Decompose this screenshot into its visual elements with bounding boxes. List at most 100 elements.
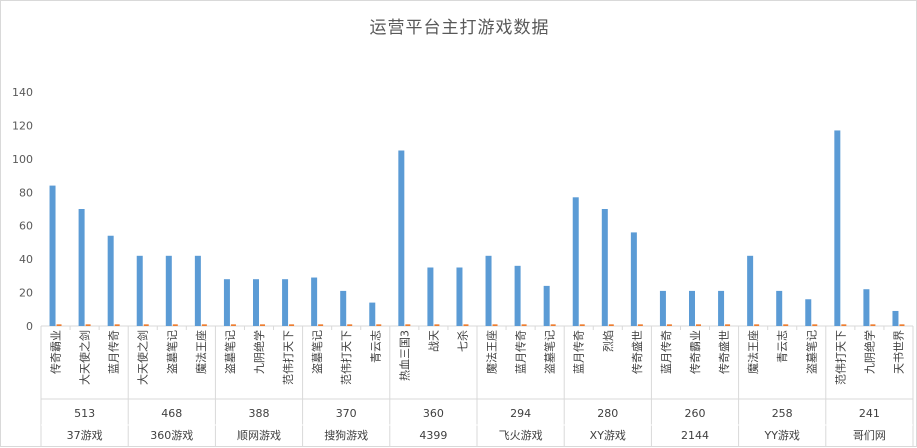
x-category-label: 蓝月传奇 — [573, 330, 586, 374]
x-category-label: 传奇盛世 — [630, 330, 644, 374]
x-category-label: 战天 — [427, 330, 440, 352]
bar — [369, 302, 376, 326]
bar — [514, 265, 521, 326]
bar — [340, 290, 347, 326]
bar-secondary — [405, 324, 411, 326]
bar-secondary — [870, 324, 876, 326]
bar-secondary — [289, 324, 295, 326]
bar-secondary — [230, 324, 236, 326]
bar-secondary — [899, 324, 905, 326]
y-tick-label: 80 — [19, 186, 33, 199]
chart-title: 运营平台主打游戏数据 — [369, 18, 550, 38]
x-category-label: 传奇盛世 — [717, 330, 731, 374]
bar — [892, 310, 899, 326]
bar — [630, 232, 637, 326]
bar — [485, 255, 492, 326]
bar-secondary — [143, 324, 149, 326]
bar — [107, 235, 114, 326]
group-platform-label: 360游戏 — [150, 429, 193, 442]
group-count-label: 468 — [161, 407, 182, 420]
bar-secondary — [318, 324, 324, 326]
group-count-label: 280 — [597, 407, 618, 420]
y-tick-label: 140 — [12, 86, 33, 99]
group-count-label: 258 — [772, 407, 793, 420]
x-category-label: 魔法王座 — [194, 330, 208, 374]
bar-secondary — [85, 324, 91, 326]
x-category-label: 蓝月传奇 — [108, 330, 121, 374]
bar — [601, 209, 608, 326]
bar — [194, 255, 201, 326]
bar — [863, 289, 870, 326]
bar — [659, 290, 666, 326]
group-platform-label: 4399 — [419, 429, 447, 442]
x-category-label: 盗墓笔记 — [543, 330, 557, 374]
group-count-label: 294 — [510, 407, 531, 420]
group-count-label: 360 — [423, 407, 444, 420]
group-count-label: 388 — [249, 407, 270, 420]
x-category-label: 七杀 — [455, 330, 469, 352]
bar — [282, 279, 289, 326]
group-count-label: 370 — [336, 407, 357, 420]
x-category-label: 盗墓笔记 — [310, 330, 324, 374]
y-tick-label: 120 — [12, 119, 33, 132]
x-category-label: 青云志 — [369, 330, 382, 363]
bar-secondary — [114, 324, 120, 326]
group-platform-label: 搜狗游戏 — [324, 428, 368, 442]
bar — [427, 267, 434, 326]
bar-secondary — [492, 324, 498, 326]
x-category-label: 蓝月传奇 — [515, 330, 528, 374]
bar — [398, 150, 405, 326]
group-platform-label: 哥们网 — [853, 428, 886, 442]
bar — [253, 279, 259, 326]
bar-secondary — [521, 324, 527, 326]
x-category-label: 传奇霸业 — [50, 330, 63, 374]
y-tick-label: 60 — [19, 220, 33, 233]
x-category-label: 盗墓笔记 — [165, 330, 179, 374]
bar-secondary — [754, 324, 760, 326]
bar — [456, 267, 463, 326]
group-platform-label: 37游戏 — [67, 429, 103, 442]
bar — [49, 185, 56, 326]
x-category-label: 传奇霸业 — [689, 330, 702, 374]
group-count-label: 260 — [685, 407, 706, 420]
group-platform-label: YY游戏 — [763, 429, 799, 442]
x-category-label: 范伟打天下 — [833, 330, 847, 385]
bar — [165, 255, 172, 326]
bar-secondary — [463, 324, 469, 326]
x-category-label: 魔法王座 — [485, 330, 499, 374]
bar-secondary — [579, 324, 585, 326]
bar — [776, 290, 783, 326]
x-category-label: 热血三国3 — [397, 330, 411, 381]
bar-secondary — [56, 324, 62, 326]
bar-secondary — [696, 324, 701, 326]
bar-secondary — [841, 324, 847, 326]
bar-secondary — [201, 324, 207, 326]
x-category-label: 青云志 — [776, 330, 789, 363]
x-category-label: 范伟打天下 — [281, 330, 295, 385]
bar — [543, 285, 550, 326]
group-platform-label: 2144 — [681, 429, 709, 442]
group-count-label: 241 — [859, 407, 880, 420]
x-category-label: 盗墓笔记 — [804, 330, 818, 374]
bar-secondary — [812, 324, 818, 326]
bar — [223, 279, 230, 326]
group-platform-label: XY游戏 — [590, 429, 626, 442]
y-tick-label: 100 — [12, 153, 33, 166]
x-category-label: 烈焰 — [601, 330, 615, 352]
bar — [834, 130, 841, 326]
bar-secondary — [637, 324, 643, 326]
y-tick-label: 20 — [19, 287, 33, 300]
bar-secondary — [783, 324, 789, 326]
x-category-label: 魔法王座 — [746, 330, 760, 374]
bar-secondary — [550, 324, 556, 326]
bar — [136, 255, 143, 326]
bar-secondary — [376, 324, 382, 326]
bar — [311, 277, 318, 326]
x-category-label: 天书世界 — [892, 330, 905, 374]
x-category-label: 范伟打天下 — [339, 330, 353, 385]
x-category-label: 大天使之剑 — [136, 330, 150, 385]
bar — [747, 255, 754, 326]
x-category-label: 盗墓笔记 — [223, 330, 237, 374]
group-platform-label: 顺网游戏 — [237, 429, 281, 442]
